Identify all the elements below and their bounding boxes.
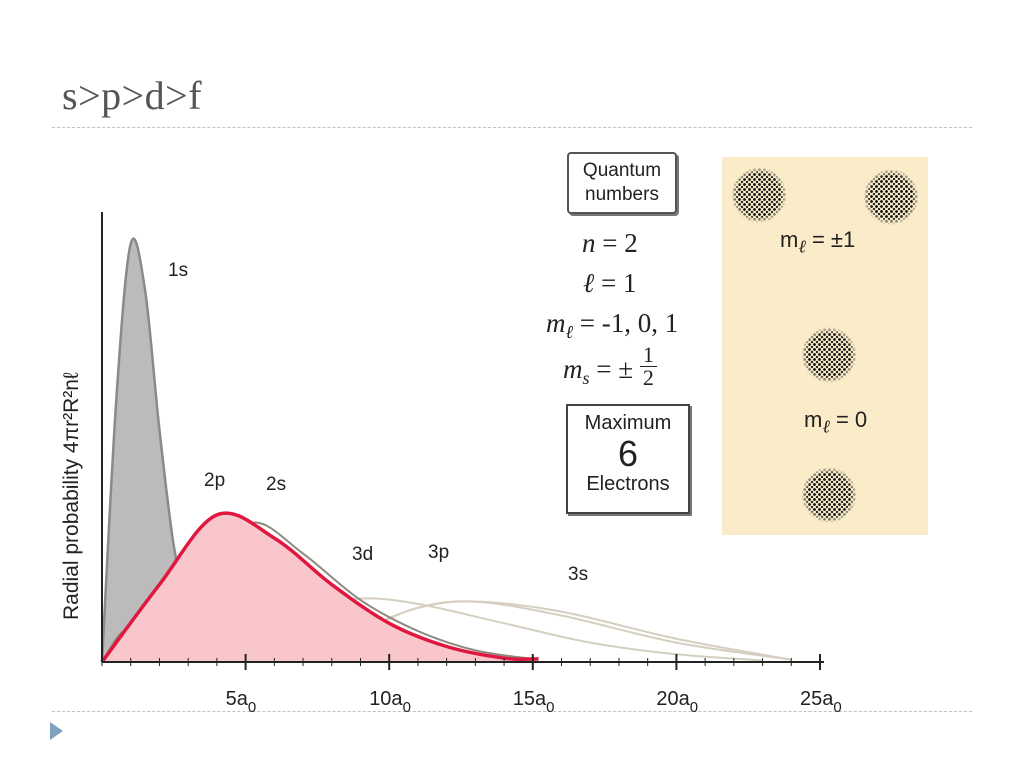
ms-equation: ms = ± 1 2 bbox=[563, 344, 657, 390]
l-value: = 1 bbox=[594, 268, 637, 298]
ml-subscript: ℓ bbox=[565, 322, 574, 343]
orbital-lobe-icon bbox=[864, 169, 918, 225]
series-fill-2p bbox=[102, 513, 539, 662]
series-label-3s: 3s bbox=[568, 564, 588, 585]
x-tick-label: 5a0 bbox=[226, 688, 257, 716]
footer-divider bbox=[52, 711, 972, 712]
ml-zero-sub: ℓ bbox=[822, 416, 830, 437]
series-label-2p: 2p bbox=[204, 470, 225, 491]
electrons-label: Electrons bbox=[586, 473, 670, 495]
n-symbol: n bbox=[582, 228, 596, 258]
l-symbol: ℓ bbox=[583, 268, 595, 298]
ms-value: = ± bbox=[589, 354, 634, 384]
ms-fraction: 1 2 bbox=[639, 344, 657, 391]
maximum-electrons-box: Maximum 6 Electrons bbox=[566, 404, 690, 514]
bullet-arrow-icon bbox=[50, 722, 63, 740]
maximum-label: Maximum bbox=[584, 412, 672, 434]
orbital-lobe-icon bbox=[732, 167, 786, 223]
ml-zero-m: m bbox=[804, 407, 823, 432]
series-label-3p: 3p bbox=[428, 542, 449, 563]
n-value: = 2 bbox=[595, 228, 638, 258]
orbital-lobe-icon bbox=[802, 467, 856, 523]
ms-symbol: m bbox=[563, 354, 583, 384]
ml-pm1-label: mℓ = ±1 bbox=[780, 227, 855, 257]
ms-subscript: s bbox=[582, 368, 590, 389]
orbital-panel: mℓ = ±1 mℓ = 0 bbox=[722, 157, 928, 535]
quantum-box-line2: numbers bbox=[585, 184, 659, 205]
series-line-2p bbox=[100, 511, 539, 664]
ml-value: = -1, 0, 1 bbox=[573, 308, 679, 338]
ms-denominator: 2 bbox=[642, 365, 654, 391]
maximum-count: 6 bbox=[617, 433, 639, 474]
ml-equation: mℓ = -1, 0, 1 bbox=[546, 308, 678, 344]
ml-pm1-sub: ℓ bbox=[798, 236, 806, 257]
ml-zero-label: mℓ = 0 bbox=[804, 407, 867, 437]
series-label-1s: 1s bbox=[168, 260, 188, 281]
slide-title: s>p>d>f bbox=[62, 73, 203, 118]
ml-pm1-value: = ±1 bbox=[805, 227, 856, 252]
series-label-2s: 2s bbox=[266, 474, 286, 495]
ms-numerator: 1 bbox=[639, 344, 657, 368]
title-divider bbox=[52, 127, 972, 128]
x-tick-label: 15a0 bbox=[513, 688, 555, 716]
quantum-numbers-box: Quantum numbers bbox=[567, 152, 677, 214]
y-axis-label: Radial probability 4πr²R²nℓ bbox=[60, 372, 83, 620]
x-tick-label: 20a0 bbox=[656, 688, 698, 716]
ml-pm1-m: m bbox=[780, 227, 799, 252]
l-equation: ℓ = 1 bbox=[583, 268, 636, 299]
x-tick-label: 10a0 bbox=[369, 688, 411, 716]
series-fill-1s bbox=[102, 238, 217, 662]
series-label-3d: 3d bbox=[352, 544, 373, 565]
quantum-box-line1: Quantum bbox=[582, 160, 662, 181]
ml-zero-value: = 0 bbox=[829, 407, 868, 432]
n-equation: n = 2 bbox=[582, 228, 638, 259]
orbital-lobe-icon bbox=[802, 327, 856, 383]
x-tick-label: 25a0 bbox=[800, 688, 842, 716]
ml-symbol: m bbox=[546, 308, 566, 338]
